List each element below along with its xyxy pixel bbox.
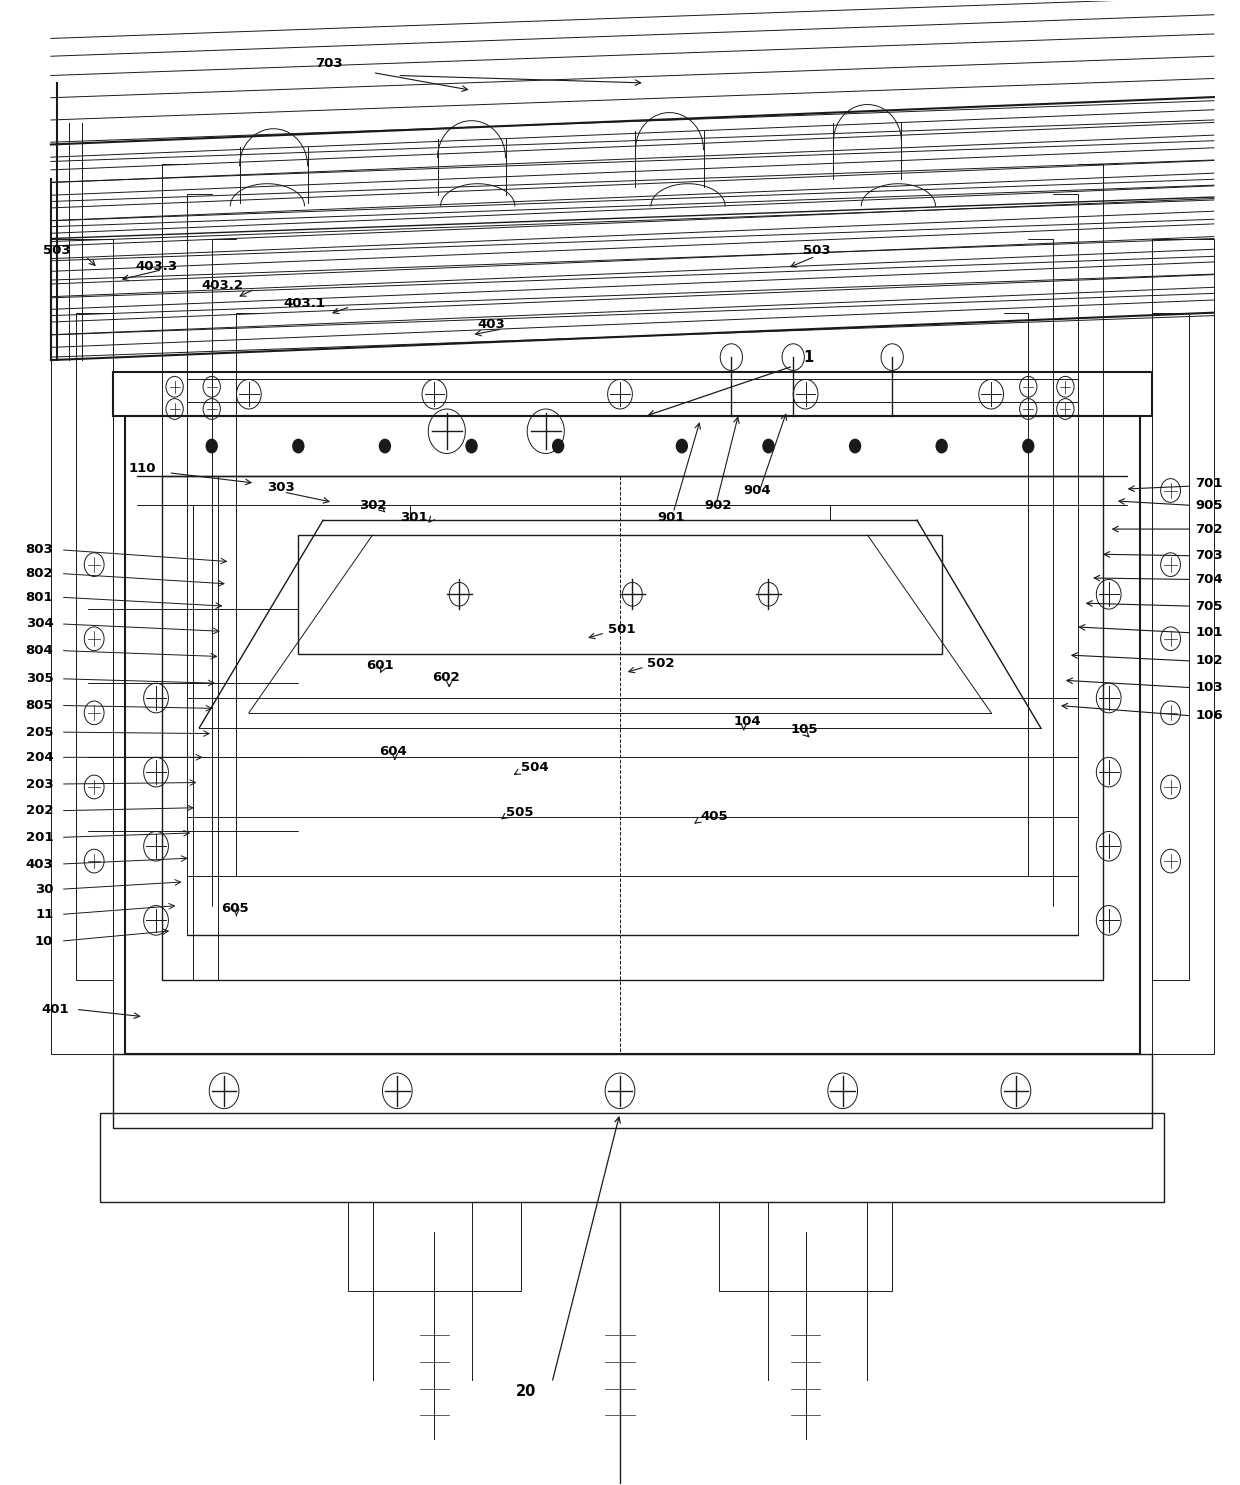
Text: 203: 203: [26, 778, 53, 790]
Bar: [76, 313, 113, 980]
Text: 303: 303: [268, 481, 295, 495]
Text: 902: 902: [704, 499, 732, 512]
Bar: [51, 239, 113, 1054]
Text: 401: 401: [42, 1002, 69, 1016]
Circle shape: [763, 438, 775, 453]
Text: 403.3: 403.3: [135, 260, 177, 273]
Bar: [162, 475, 1102, 980]
Text: 101: 101: [1195, 627, 1223, 640]
Text: 503: 503: [804, 244, 831, 257]
Text: 301: 301: [399, 511, 428, 524]
Text: 105: 105: [791, 723, 818, 735]
Text: 201: 201: [26, 832, 53, 843]
Text: 405: 405: [701, 811, 728, 823]
Text: 1: 1: [804, 349, 813, 365]
Text: 30: 30: [35, 882, 53, 895]
Text: 801: 801: [26, 591, 53, 604]
Text: 901: 901: [657, 511, 684, 524]
Bar: [113, 1054, 1152, 1129]
Text: 403.1: 403.1: [284, 297, 325, 310]
Text: 605: 605: [222, 901, 249, 915]
Text: 305: 305: [26, 673, 53, 685]
Circle shape: [293, 438, 305, 453]
Text: 503: 503: [43, 244, 71, 257]
Text: 703: 703: [315, 56, 343, 70]
Text: 705: 705: [1195, 600, 1223, 613]
Text: 205: 205: [26, 726, 53, 738]
Text: 601: 601: [366, 659, 394, 671]
Bar: [113, 371, 1152, 416]
Text: 804: 804: [26, 644, 53, 656]
Bar: [100, 1114, 1164, 1201]
Text: 403: 403: [477, 318, 506, 331]
Text: 502: 502: [647, 658, 675, 670]
Bar: [125, 416, 1140, 1054]
Text: 11: 11: [35, 907, 53, 921]
Text: 204: 204: [26, 751, 53, 763]
Text: 104: 104: [734, 716, 761, 728]
Text: 803: 803: [26, 544, 53, 557]
Text: 110: 110: [129, 462, 156, 475]
Circle shape: [465, 438, 477, 453]
Text: 904: 904: [744, 484, 771, 497]
Circle shape: [552, 438, 564, 453]
Text: 106: 106: [1195, 710, 1223, 722]
Circle shape: [206, 438, 218, 453]
Text: 302: 302: [358, 499, 387, 512]
Text: 304: 304: [26, 618, 53, 631]
Text: 905: 905: [1195, 499, 1223, 512]
Text: 403.2: 403.2: [202, 279, 244, 293]
Bar: [719, 1201, 893, 1290]
Bar: [187, 379, 1078, 401]
Bar: [299, 535, 941, 653]
Text: 20: 20: [516, 1384, 536, 1399]
Text: 202: 202: [26, 805, 53, 817]
Text: 403: 403: [26, 857, 53, 870]
Text: 505: 505: [506, 806, 533, 818]
Circle shape: [1022, 438, 1034, 453]
Bar: [347, 1201, 521, 1290]
Text: 504: 504: [521, 762, 548, 774]
Text: 602: 602: [432, 671, 460, 683]
Text: 604: 604: [378, 745, 407, 757]
Text: 703: 703: [1195, 549, 1223, 563]
Text: 501: 501: [608, 624, 635, 637]
Text: 805: 805: [26, 699, 53, 711]
Text: 103: 103: [1195, 682, 1223, 693]
Text: 704: 704: [1195, 573, 1223, 587]
Circle shape: [378, 438, 391, 453]
Text: 10: 10: [35, 934, 53, 947]
Text: 701: 701: [1195, 477, 1223, 490]
Text: 702: 702: [1195, 523, 1223, 536]
Bar: [1152, 239, 1214, 1054]
Circle shape: [849, 438, 862, 453]
Text: 802: 802: [26, 567, 53, 581]
Circle shape: [676, 438, 688, 453]
Circle shape: [935, 438, 947, 453]
Text: 102: 102: [1195, 655, 1223, 667]
Bar: [1152, 313, 1189, 980]
